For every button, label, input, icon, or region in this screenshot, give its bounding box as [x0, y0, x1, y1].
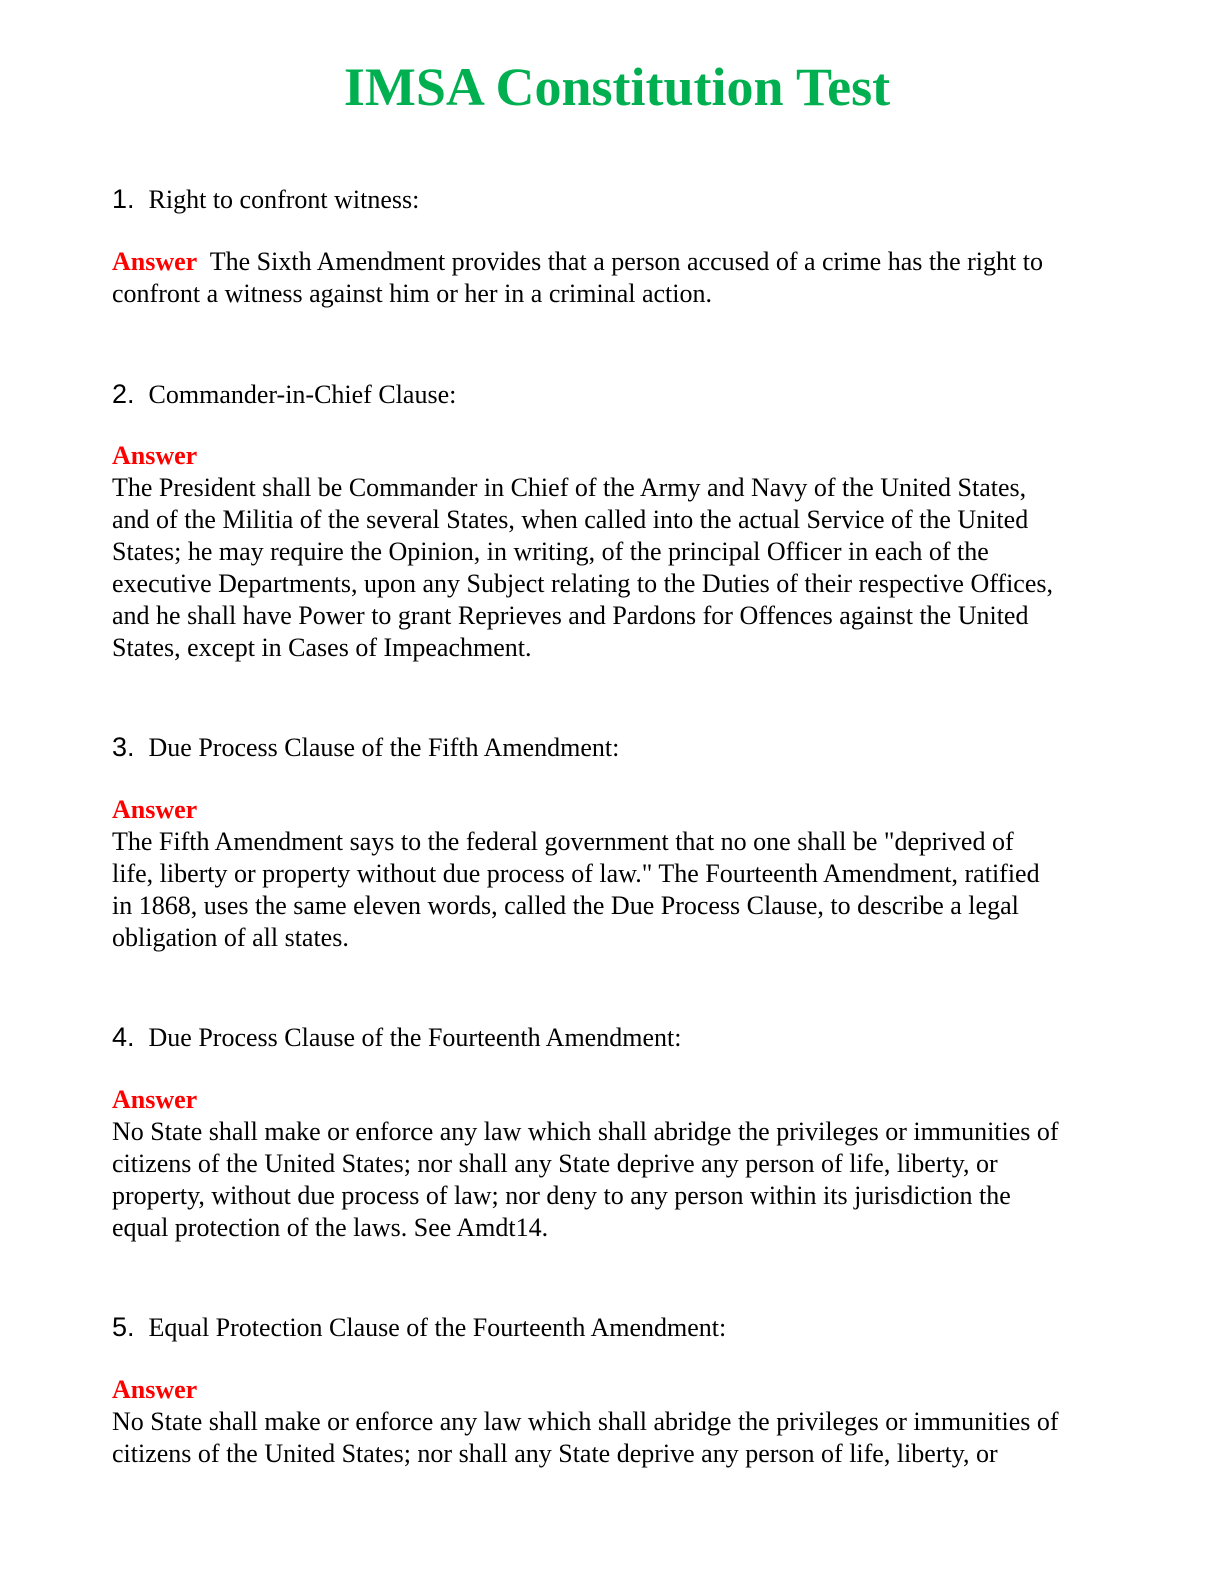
answer-label: Answer	[112, 441, 198, 470]
question-number: 1.	[112, 184, 135, 214]
answer-line: The President shall be Commander in Chie…	[112, 473, 1027, 502]
answer-label: Answer	[112, 1375, 198, 1404]
answer-line: States; he may require the Opinion, in w…	[112, 537, 989, 566]
question-number: 5.	[112, 1312, 135, 1342]
answer-label-line: Answer	[112, 1084, 1059, 1116]
question-prompt: Due Process Clause of the Fourteenth Ame…	[148, 1023, 682, 1052]
answer-line: citizens of the United States; nor shall…	[112, 1439, 998, 1468]
question-2: 2. Commander-in-Chief Clause:	[112, 378, 456, 411]
question-prompt: Due Process Clause of the Fifth Amendmen…	[148, 733, 620, 762]
answer-line: citizens of the United States; nor shall…	[112, 1149, 998, 1178]
answer-line: The Fifth Amendment says to the federal …	[112, 827, 1014, 856]
question-3: 3. Due Process Clause of the Fifth Amendm…	[112, 731, 619, 764]
answer-line: in 1868, uses the same eleven words, cal…	[112, 891, 1019, 920]
question-number: 2.	[112, 379, 135, 409]
page-title: IMSA Constitution Test	[343, 57, 891, 117]
answer-line: life, liberty or property without due pr…	[112, 859, 1040, 888]
answer-text: The Sixth Amendment provides that a pers…	[209, 247, 1043, 276]
answer-line: obligation of all states.	[112, 923, 349, 952]
question-prompt: Equal Protection Clause of the Fourteent…	[148, 1313, 727, 1342]
question-5: 5. Equal Protection Clause of the Fourtee…	[112, 1311, 726, 1344]
answer-label-line: Answer	[112, 440, 1053, 472]
answer-line: and he shall have Power to grant Repriev…	[112, 601, 1029, 630]
answer-label-line: Answer	[112, 794, 1040, 826]
answer-line: Answer The Sixth Amendment provides that…	[112, 246, 1043, 278]
answer-line: equal protection of the laws. See Amdt14…	[112, 1213, 549, 1242]
answer-2: Answer The President shall be Commander i…	[112, 440, 1053, 664]
question-number: 4.	[112, 1022, 135, 1052]
question-number: 3.	[112, 732, 135, 762]
answer-line: and of the Militia of the several States…	[112, 505, 1029, 534]
answer-1: Answer The Sixth Amendment provides that…	[112, 246, 1043, 310]
answer-label-line: Answer	[112, 1374, 1059, 1406]
answer-line: No State shall make or enforce any law w…	[112, 1117, 1059, 1146]
answer-line: confront a witness against him or her in…	[112, 279, 712, 308]
question-1: 1. Right to confront witness:	[112, 183, 419, 216]
answer-line: No State shall make or enforce any law w…	[112, 1407, 1059, 1436]
answer-line: executive Departments, upon any Subject …	[112, 569, 1053, 598]
answer-label: Answer	[112, 1085, 198, 1114]
question-prompt: Commander-in-Chief Clause:	[148, 380, 457, 409]
answer-3: Answer The Fifth Amendment says to the fe…	[112, 794, 1040, 954]
answer-5: Answer No State shall make or enforce any…	[112, 1374, 1059, 1470]
question-prompt: Right to confront witness:	[148, 185, 420, 214]
answer-label: Answer	[112, 795, 198, 824]
answer-line: property, without due process of law; no…	[112, 1181, 1011, 1210]
question-4: 4. Due Process Clause of the Fourteenth A…	[112, 1021, 681, 1054]
answer-line: States, except in Cases of Impeachment.	[112, 633, 532, 662]
answer-label: Answer	[112, 247, 198, 276]
answer-4: Answer No State shall make or enforce any…	[112, 1084, 1059, 1244]
